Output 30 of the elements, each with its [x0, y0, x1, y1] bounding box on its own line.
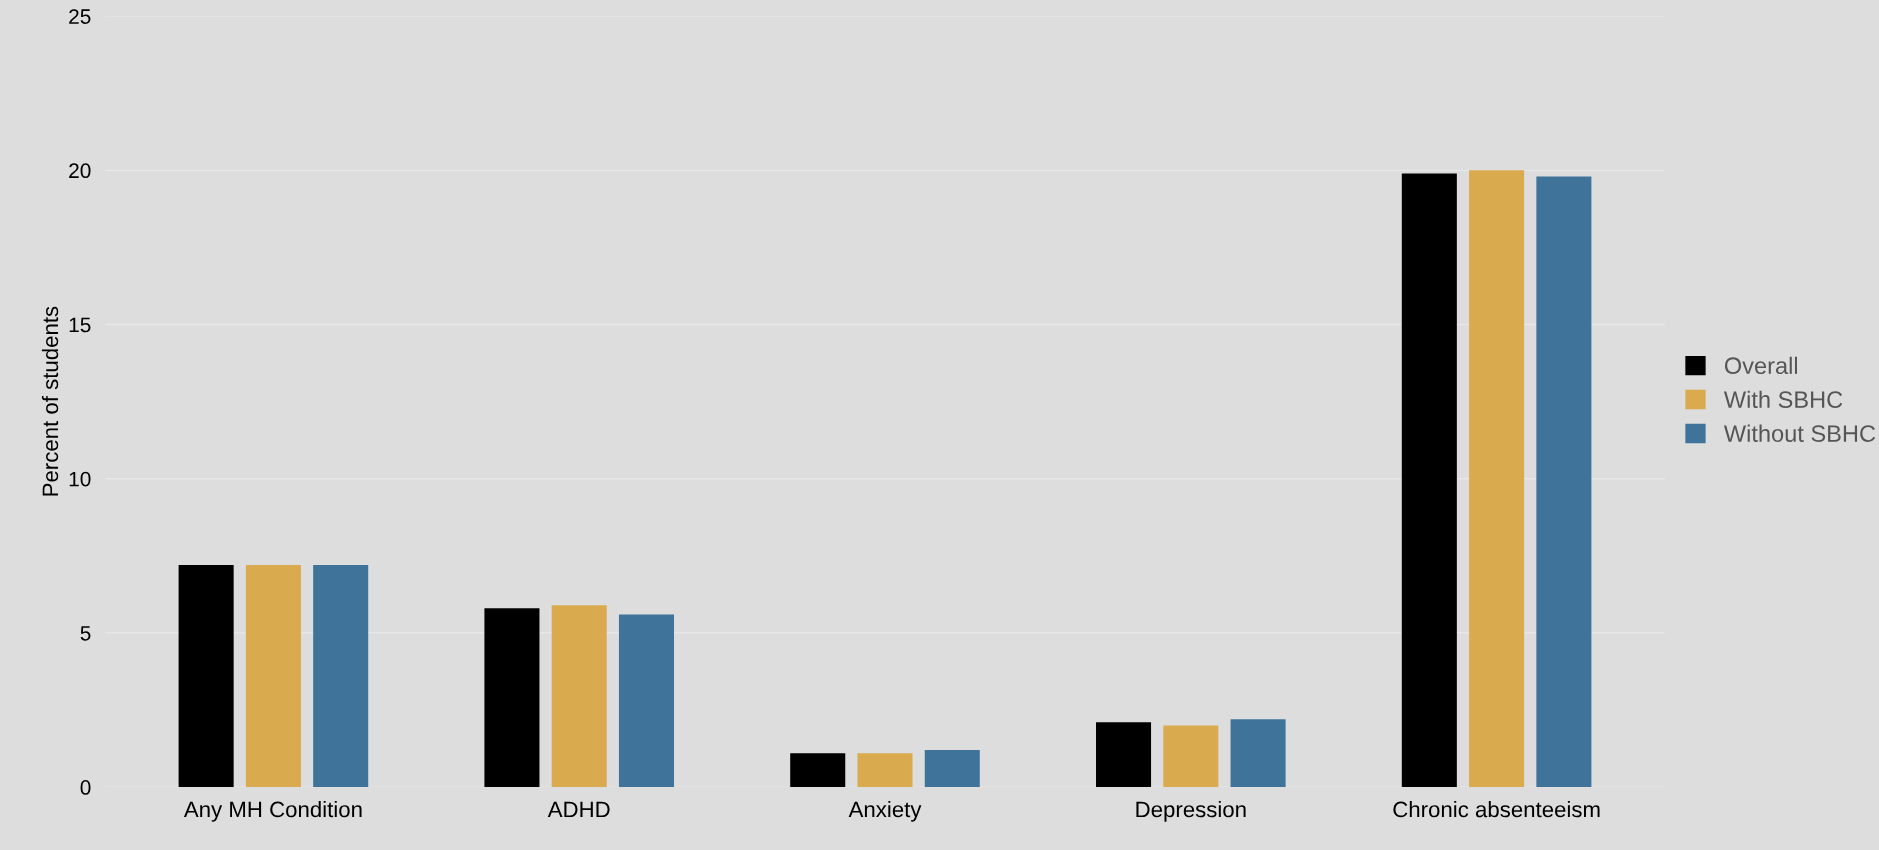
y-tick-label: 15: [69, 317, 91, 333]
bar: [1469, 170, 1525, 788]
bar: [484, 608, 540, 788]
y-tick-label: 10: [69, 471, 91, 487]
bar: [1536, 176, 1592, 788]
x-tick-label: Depression: [1136, 800, 1246, 822]
bar: [245, 565, 301, 788]
legend-label: Without SBHC: [1723, 424, 1876, 442]
legend-label: Overall: [1724, 356, 1798, 375]
legend-label: With SBHC: [1723, 390, 1843, 409]
y-tick-label: 0: [80, 780, 91, 795]
x-tick-label: ADHD: [547, 801, 610, 818]
bar: [1096, 722, 1152, 788]
bar: [618, 614, 675, 788]
x-tick-label: Any MH Condition: [183, 800, 362, 822]
bar: [857, 753, 913, 788]
bar: [551, 605, 607, 788]
x-tick-label: Anxiety: [848, 800, 922, 822]
bar: [1230, 719, 1286, 788]
bar: [178, 565, 234, 788]
y-tick-label: 25: [69, 9, 91, 24]
y-tick-label: 20: [69, 163, 91, 179]
bar: [924, 750, 980, 788]
x-tick-label: Chronic absenteeism: [1393, 800, 1600, 818]
y-tick-label: 5: [80, 626, 91, 641]
bar: [1163, 725, 1219, 788]
bar: [1401, 173, 1457, 788]
y-axis-title: Percent of students: [41, 306, 59, 496]
bar: [313, 565, 369, 788]
bar: [790, 753, 846, 788]
